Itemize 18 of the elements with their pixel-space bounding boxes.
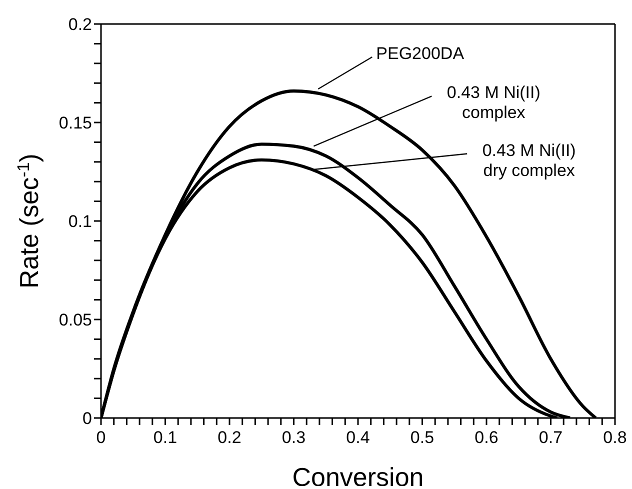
x-tick-label: 0.5 (410, 428, 434, 448)
y-tick-label: 0.1 (68, 212, 92, 232)
y-tick-label: 0.15 (58, 114, 92, 133)
x-tick-label: 0.6 (474, 428, 498, 448)
y-tick-label: 0 (82, 409, 92, 428)
x-axis-title: Conversion (292, 462, 424, 489)
y-tick-label: 0.2 (68, 15, 92, 34)
annotation: PEG200DA (376, 44, 465, 64)
y-tick-label: 0.05 (58, 310, 92, 330)
x-tick-label: 0.7 (538, 428, 563, 448)
x-tick-label: 0.3 (282, 428, 306, 448)
x-tick-label: 0.2 (218, 428, 242, 448)
x-tick-label: 0.1 (153, 428, 178, 448)
x-tick-label: 0 (96, 428, 106, 448)
x-tick-label: 0.4 (346, 428, 370, 448)
annotation: 0.43 M Ni(II) dry complex (482, 140, 576, 180)
annotation: 0.43 M Ni(II) complex (446, 83, 540, 122)
x-tick-label: 0.8 (603, 428, 627, 448)
